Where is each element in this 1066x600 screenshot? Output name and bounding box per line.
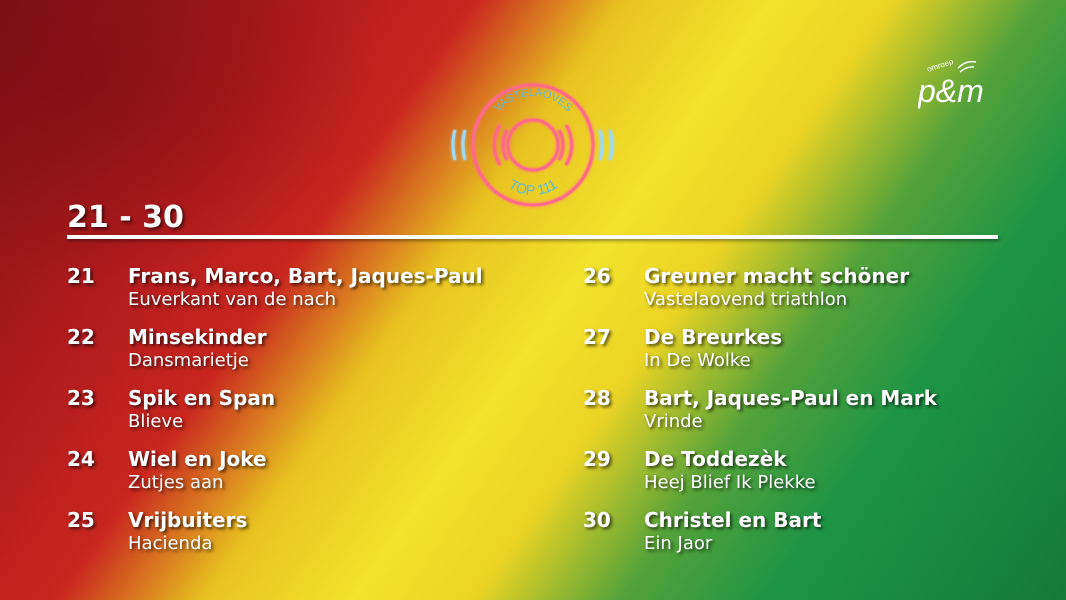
- artist-name: Greuner macht schöner: [644, 264, 910, 288]
- rank-number: 23: [67, 386, 95, 410]
- artist-name: De Breurkes: [644, 325, 783, 349]
- rank-number: 28: [583, 386, 611, 410]
- song-title: In De Wolke: [644, 350, 751, 371]
- song-title: Vrinde: [644, 411, 703, 432]
- artist-name: Vrijbuiters: [128, 508, 248, 532]
- song-title: Zutjes aan: [128, 472, 224, 493]
- artist-name: Wiel en Joke: [128, 447, 267, 471]
- svg-text:omroep: omroep: [926, 57, 955, 74]
- vastelaoves-top111-badge: VASTELAOVES TOP 111: [451, 83, 614, 207]
- song-title: Blieve: [128, 411, 184, 432]
- rank-number: 27: [583, 325, 611, 349]
- song-title: Vastelaovend triathlon: [644, 289, 848, 310]
- song-title: Ein Jaor: [644, 533, 713, 554]
- artist-name: Spik en Span: [128, 386, 276, 410]
- rank-number: 22: [67, 325, 95, 349]
- range-title: 21 - 30: [67, 200, 184, 235]
- svg-text:p&m: p&m: [918, 73, 984, 109]
- artist-name: Frans, Marco, Bart, Jaques-Paul: [128, 264, 483, 288]
- badge-bottom-text: TOP 111: [506, 176, 560, 198]
- artist-name: Christel en Bart: [644, 508, 822, 532]
- rank-number: 29: [583, 447, 611, 471]
- rank-number: 25: [67, 508, 95, 532]
- omroep-pm-logo: omroep p&m: [918, 57, 984, 109]
- song-title: Euverkant van de nach: [128, 289, 337, 310]
- rank-number: 30: [583, 508, 611, 532]
- title-divider: [67, 235, 998, 239]
- song-title: Hacienda: [128, 533, 213, 554]
- artist-name: De Toddezèk: [644, 447, 787, 471]
- artist-name: Bart, Jaques-Paul en Mark: [644, 386, 937, 410]
- rank-number: 24: [67, 447, 95, 471]
- song-title: Heej Blief Ik Plekke: [644, 472, 816, 493]
- artist-name: Minsekinder: [128, 325, 267, 349]
- rank-number: 26: [583, 264, 611, 288]
- rank-number: 21: [67, 264, 95, 288]
- song-title: Dansmarietje: [128, 350, 249, 371]
- svg-text:TOP 111: TOP 111: [506, 176, 560, 198]
